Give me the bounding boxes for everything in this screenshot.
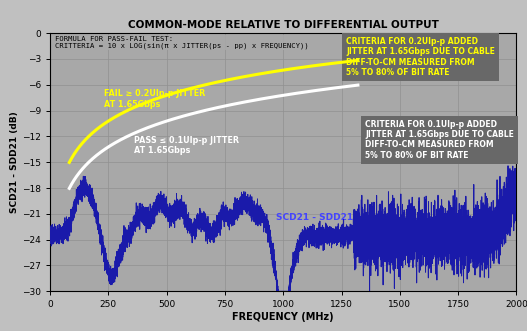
- Y-axis label: SCD21 - SDD21 (dB): SCD21 - SDD21 (dB): [10, 111, 19, 213]
- Text: FAIL ≥ 0.2UIp-p JITTER
AT 1.65Gbps: FAIL ≥ 0.2UIp-p JITTER AT 1.65Gbps: [104, 89, 205, 109]
- Text: CRITERIA FOR 0.1UIp-p ADDED
JITTER AT 1.65Gbps DUE TO CABLE
DIFF-TO-CM MEASURED : CRITERIA FOR 0.1UIp-p ADDED JITTER AT 1.…: [365, 119, 514, 160]
- Text: SCD21 - SDD21: SCD21 - SDD21: [276, 213, 354, 222]
- Text: CRITERIA FOR 0.2UIp-p ADDED
JITTER AT 1.65Gbps DUE TO CABLE
DIFF-TO-CM MEASURED : CRITERIA FOR 0.2UIp-p ADDED JITTER AT 1.…: [346, 37, 495, 77]
- Text: FORMULA FOR PASS-FAIL TEST:
CRITTERIA = 10 x LOG(sin(π x JITTER(ps - pp) x FREQU: FORMULA FOR PASS-FAIL TEST: CRITTERIA = …: [55, 36, 308, 49]
- X-axis label: FREQUENCY (MHz): FREQUENCY (MHz): [232, 312, 334, 322]
- Title: COMMON-MODE RELATIVE TO DIFFERENTIAL OUTPUT: COMMON-MODE RELATIVE TO DIFFERENTIAL OUT…: [128, 20, 438, 29]
- Text: PASS ≤ 0.1UIp-p JITTER
AT 1.65Gbps: PASS ≤ 0.1UIp-p JITTER AT 1.65Gbps: [134, 136, 239, 155]
